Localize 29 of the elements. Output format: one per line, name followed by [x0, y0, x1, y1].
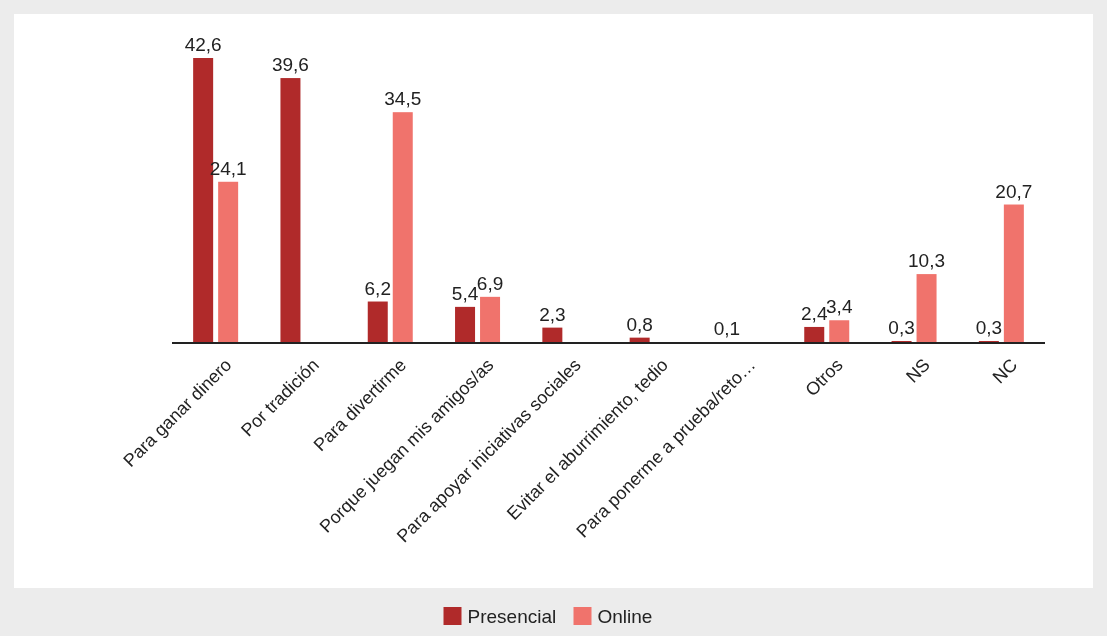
bar	[542, 327, 563, 343]
data-label: 0,3	[888, 316, 915, 338]
bar	[829, 320, 850, 343]
data-label: 39,6	[271, 54, 309, 76]
x-tick-label: NS	[902, 354, 934, 387]
data-label: 6,2	[364, 277, 391, 299]
bar	[455, 306, 476, 343]
data-label: 6,9	[476, 272, 504, 294]
x-tick-label: NC	[988, 354, 1022, 388]
data-label: 3,4	[826, 296, 853, 318]
bar	[916, 274, 937, 343]
bar	[392, 112, 413, 343]
data-label: 20,7	[995, 180, 1033, 202]
bar	[480, 296, 501, 343]
data-label: 10,3	[908, 250, 946, 272]
bar	[218, 181, 239, 343]
bar	[280, 78, 301, 343]
data-label: 2,4	[801, 302, 828, 324]
legend-label: Presencial	[467, 605, 557, 627]
data-label: 2,3	[539, 303, 566, 325]
data-label: 0,1	[713, 318, 741, 340]
bar	[1003, 204, 1024, 343]
data-label: 0,8	[626, 313, 653, 335]
data-label: 34,5	[384, 88, 422, 110]
bar	[367, 301, 388, 343]
data-label: 42,6	[184, 34, 222, 55]
bar	[804, 326, 825, 343]
legend-label: Online	[597, 605, 653, 627]
data-label: 0,3	[975, 316, 1003, 338]
